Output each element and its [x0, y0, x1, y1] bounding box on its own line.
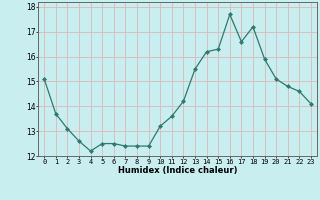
X-axis label: Humidex (Indice chaleur): Humidex (Indice chaleur) [118, 166, 237, 175]
